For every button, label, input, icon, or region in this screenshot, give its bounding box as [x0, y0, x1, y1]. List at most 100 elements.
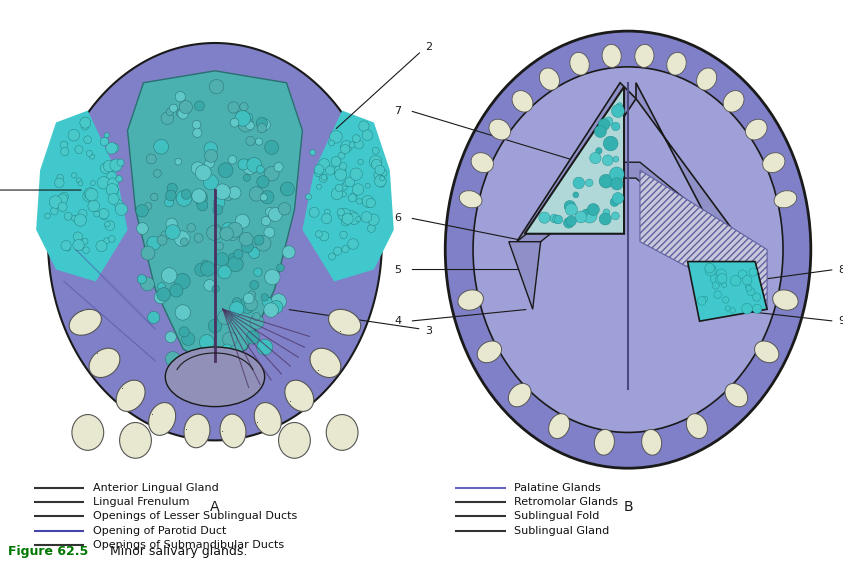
Circle shape: [141, 277, 154, 291]
Text: Anterior Lingual Gland: Anterior Lingual Gland: [93, 483, 218, 493]
Circle shape: [345, 177, 355, 187]
Circle shape: [315, 231, 322, 238]
Circle shape: [714, 291, 722, 298]
Circle shape: [235, 214, 250, 228]
Circle shape: [195, 101, 205, 111]
Circle shape: [225, 168, 232, 174]
Circle shape: [564, 200, 576, 212]
Circle shape: [205, 158, 214, 168]
Circle shape: [204, 279, 216, 291]
Text: Sublingual Fold: Sublingual Fold: [514, 512, 599, 521]
Circle shape: [697, 297, 706, 305]
Ellipse shape: [642, 429, 662, 455]
Polygon shape: [688, 261, 767, 321]
Circle shape: [83, 190, 94, 201]
Circle shape: [250, 280, 259, 289]
Circle shape: [234, 250, 243, 259]
Circle shape: [153, 139, 169, 154]
Circle shape: [265, 269, 280, 285]
Circle shape: [181, 190, 191, 199]
Circle shape: [599, 174, 613, 188]
Circle shape: [753, 293, 760, 301]
Circle shape: [73, 232, 83, 241]
Ellipse shape: [763, 153, 785, 173]
Circle shape: [193, 128, 202, 137]
Circle shape: [566, 216, 577, 226]
Circle shape: [260, 191, 274, 204]
Circle shape: [161, 112, 174, 125]
Circle shape: [247, 158, 261, 172]
Circle shape: [372, 159, 381, 169]
Circle shape: [583, 209, 588, 215]
Circle shape: [381, 170, 387, 176]
Circle shape: [180, 100, 192, 114]
Ellipse shape: [69, 309, 101, 335]
Circle shape: [611, 122, 620, 131]
Ellipse shape: [570, 52, 589, 75]
Circle shape: [554, 215, 562, 224]
Circle shape: [246, 331, 260, 344]
Circle shape: [161, 231, 169, 240]
Circle shape: [254, 268, 262, 277]
Circle shape: [264, 227, 275, 238]
Circle shape: [257, 176, 269, 188]
Text: 2: 2: [426, 42, 432, 52]
Ellipse shape: [602, 44, 621, 67]
Circle shape: [72, 240, 84, 251]
Circle shape: [717, 269, 727, 279]
Circle shape: [110, 144, 119, 153]
Circle shape: [612, 192, 624, 204]
Circle shape: [366, 199, 375, 208]
Circle shape: [77, 178, 82, 183]
Circle shape: [157, 235, 167, 245]
Circle shape: [239, 117, 253, 132]
Circle shape: [64, 212, 72, 220]
Circle shape: [209, 80, 223, 94]
Circle shape: [192, 189, 207, 203]
Circle shape: [220, 227, 234, 241]
Circle shape: [252, 312, 260, 321]
Text: Retromolar Glands: Retromolar Glands: [514, 497, 618, 507]
Circle shape: [60, 192, 68, 201]
Circle shape: [232, 297, 241, 307]
Circle shape: [68, 130, 80, 141]
Circle shape: [179, 327, 189, 337]
Polygon shape: [517, 82, 636, 242]
Circle shape: [167, 183, 177, 194]
Text: 6: 6: [395, 213, 401, 223]
Circle shape: [338, 152, 345, 159]
Circle shape: [176, 109, 185, 117]
Circle shape: [710, 265, 716, 271]
Circle shape: [165, 332, 176, 343]
Ellipse shape: [512, 90, 533, 112]
Circle shape: [265, 167, 279, 181]
Circle shape: [94, 211, 99, 217]
Ellipse shape: [686, 413, 707, 439]
Circle shape: [335, 169, 346, 181]
Polygon shape: [36, 111, 127, 282]
Circle shape: [249, 247, 260, 259]
Circle shape: [330, 131, 342, 143]
Circle shape: [722, 297, 729, 303]
Text: Opening of Parotid Duct: Opening of Parotid Duct: [93, 526, 226, 536]
Circle shape: [331, 188, 343, 200]
Polygon shape: [509, 242, 540, 309]
Circle shape: [141, 246, 155, 260]
Circle shape: [368, 214, 379, 226]
Circle shape: [373, 171, 382, 179]
Circle shape: [314, 168, 323, 177]
Circle shape: [337, 209, 345, 216]
Circle shape: [137, 274, 147, 284]
Circle shape: [78, 181, 83, 186]
Circle shape: [158, 283, 165, 291]
Circle shape: [115, 203, 127, 215]
Circle shape: [226, 227, 239, 241]
Circle shape: [58, 203, 67, 211]
Circle shape: [738, 270, 747, 279]
Circle shape: [104, 160, 115, 172]
Circle shape: [90, 181, 95, 186]
Circle shape: [271, 294, 287, 309]
Circle shape: [274, 163, 283, 172]
Ellipse shape: [445, 31, 811, 468]
Circle shape: [213, 205, 223, 215]
